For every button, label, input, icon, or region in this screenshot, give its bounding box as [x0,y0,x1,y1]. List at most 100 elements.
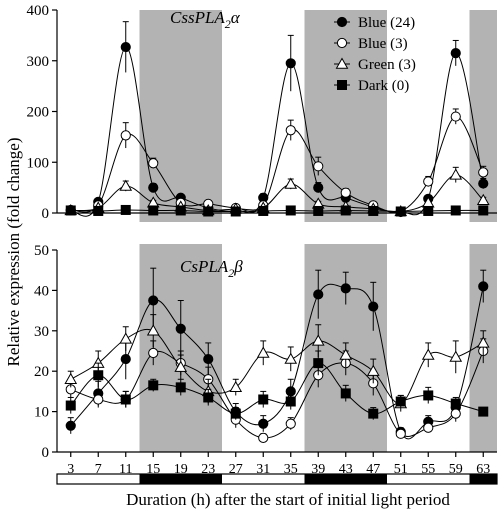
x-tick-label: 31 [256,462,270,477]
y-tick-label: 20 [34,364,49,380]
y-tick-label: 10 [34,405,49,421]
x-tick-label: 59 [449,462,463,477]
data-point [174,360,188,372]
series-line [70,283,484,440]
dark-period-bar [139,474,222,484]
data-point [395,396,406,407]
x-axis-label: Duration (h) after the start of initial … [126,490,450,509]
data-point [258,205,269,216]
x-tick-label: 63 [476,462,490,477]
data-point [450,408,461,419]
data-point [478,281,489,292]
data-point [450,205,461,216]
data-point [476,193,490,206]
data-point [395,428,406,439]
legend-item: Green (3) [334,57,416,73]
x-tick-label: 55 [421,462,435,477]
series-line [70,328,484,405]
y-tick-label: 40 [34,283,49,299]
data-point [120,394,131,405]
x-tick-label: 51 [394,462,408,477]
data-point [120,353,131,365]
data-point [203,206,214,217]
x-tick-label: 23 [201,462,215,477]
data-point [258,432,269,443]
data-point [423,390,434,401]
series-filled-square [65,204,489,217]
data-point [450,398,461,409]
data-point [256,346,270,358]
data-point [175,323,186,334]
data-point [313,205,324,216]
y-tick-label: 400 [27,3,50,19]
data-point [65,400,76,411]
series-line [70,209,484,213]
x-tick-label: 27 [229,462,243,477]
data-point [449,350,463,362]
y-axis-label: Relative expression (fold change) [4,138,23,367]
data-point [93,370,104,381]
data-point [421,348,435,360]
data-point [120,130,131,141]
dark-period-shading [57,10,497,452]
data-point [340,283,351,294]
series-line [70,46,484,217]
data-point [64,372,78,384]
data-point [175,382,186,393]
x-tick-label: 35 [284,462,298,477]
panel-gap [57,222,497,244]
series-filled-square [65,350,489,420]
x-tick-label: 47 [366,462,380,477]
data-point [148,205,159,216]
data-point [120,41,131,53]
data-point [203,353,214,365]
light-dark-bar [56,473,498,485]
data-point [340,388,351,399]
legend-item: Blue (24) [334,15,415,31]
data-point [65,420,76,431]
x-tick-label: 3 [67,462,74,477]
data-point [258,418,269,429]
data-point [311,334,325,346]
x-tick-label: 11 [119,462,132,477]
series-line [70,174,484,213]
x-tick-label: 43 [339,462,353,477]
data-point [285,418,296,429]
series-line [70,362,484,415]
data-point [476,336,490,348]
y-tick-label: 0 [42,206,50,222]
legend: Blue (24) Blue (3) Green (3) Dark (0) [334,15,416,94]
x-tick-label: 19 [174,462,188,477]
data-point [284,352,298,364]
data-point [368,408,379,419]
data-point [148,158,159,169]
data-point [148,295,159,306]
data-point [285,58,296,69]
legend-label: Dark (0) [358,78,409,94]
x-tick-label: 15 [146,462,160,477]
data-point [423,205,434,216]
data-point [119,179,133,191]
legend-item: Dark (0) [334,78,409,94]
legend-label: Blue (3) [358,36,408,52]
data-point [285,125,296,136]
data-point [285,205,296,216]
data-point [423,176,434,187]
data-point [229,380,243,393]
data-point [175,205,186,216]
data-point [478,406,489,417]
gene-label: CssPLA2α [170,8,241,31]
data-point [65,205,76,216]
data-point [478,167,489,178]
data-point [366,364,380,376]
light-period-bar [56,473,498,485]
dark-period-bar [469,474,497,484]
y-tick-label: 100 [27,155,50,171]
data-point [478,178,489,189]
data-point [93,205,104,216]
data-point [340,205,351,216]
y-tick-label: 300 [27,54,50,70]
y-tick-label: 50 [34,243,49,259]
series-filled-circle [65,267,489,440]
data-point [285,396,296,407]
